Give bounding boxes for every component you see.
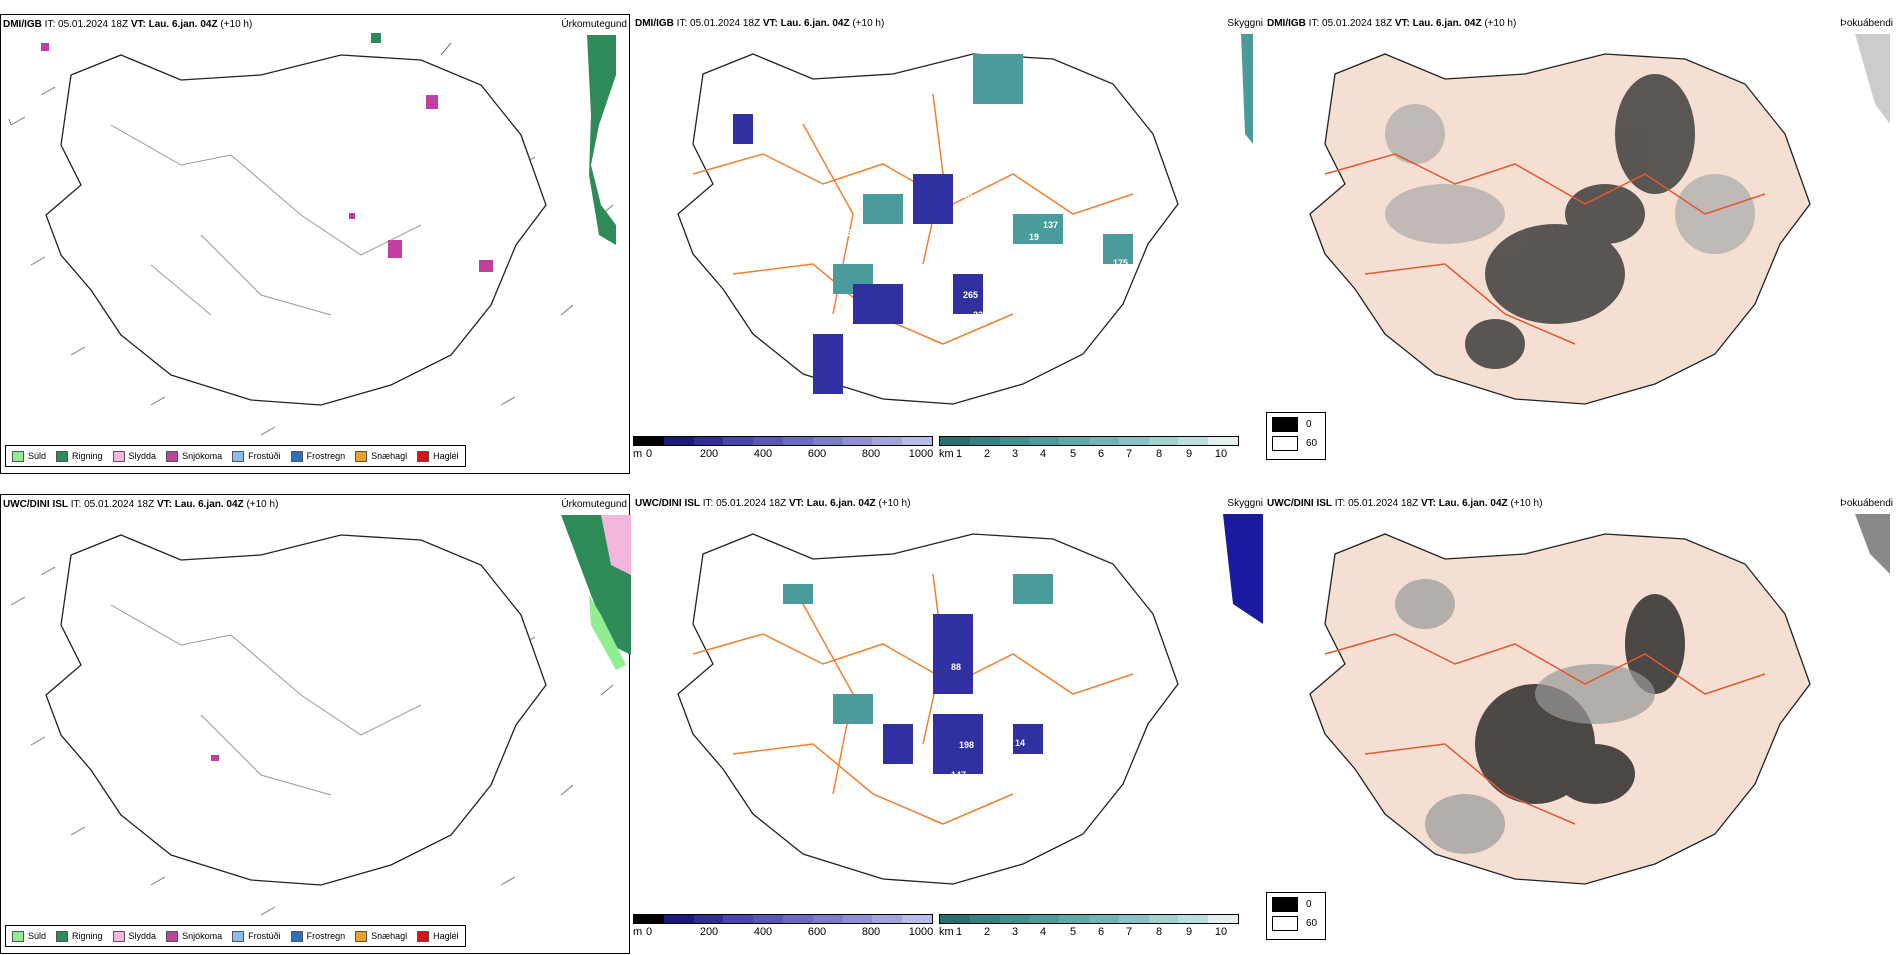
cloud-label: 224 — [978, 198, 994, 208]
legend-swatch — [112, 930, 125, 942]
legend-swatch — [290, 450, 303, 462]
cloud-value-labels: 29 16 30 12 150 224 229 137 19 149 18 17… — [633, 14, 1263, 434]
ceiling-colorbar: m 0 200 400 600 800 1000 — [633, 436, 933, 466]
cloud-label: 32 — [847, 228, 858, 238]
cloud-label: 12 — [943, 146, 954, 156]
iceland-outline — [45, 54, 547, 406]
legend-swatch — [232, 450, 245, 462]
cloud-label: 226 — [973, 310, 989, 320]
precip-type-legend: Súld Rigning Slydda Snjókoma Frostúði Fr… — [5, 445, 466, 467]
cloud-label: 14 — [1015, 738, 1026, 748]
legend-swatch — [166, 930, 179, 942]
cloud-label: 18 — [1055, 258, 1066, 268]
fog-legend-row1: 0 60 — [1266, 412, 1326, 460]
fog-swatch-low — [1272, 417, 1298, 432]
fog-swatch-high — [1272, 436, 1298, 451]
visibility-colorbar: km 1 2 3 4 5 6 7 8 9 10 — [939, 914, 1239, 944]
cloud-label: 147 — [951, 770, 967, 780]
fog-swatch-low — [1272, 897, 1298, 912]
legend-swatch — [112, 450, 125, 462]
iceland-cloud-map — [677, 514, 1263, 885]
panel-param-label: Úrkomutegund — [561, 19, 627, 30]
precip-panel-row2: UWC/DINI ISL IT: 05.01.2024 18Z VT: Lau.… — [0, 494, 631, 954]
cloud-label: 19 — [1029, 232, 1040, 242]
panel-title: DMI/IGB IT: 05.01.2024 18Z VT: Lau. 6.ja… — [3, 19, 253, 30]
cloud-label: 291 — [1001, 296, 1017, 306]
cloud-label: 99 — [965, 798, 976, 808]
legend-swatch — [232, 930, 245, 942]
cloud-label: 264 — [1093, 278, 1109, 288]
cloud-label: 265 — [963, 290, 979, 300]
iceland-fog-map — [1309, 514, 1890, 885]
cloud-panel-row1: DMI/IGB IT: 05.01.2024 18Z VT: Lau. 6.ja… — [633, 14, 1263, 474]
cloud-label: 149 — [1021, 254, 1037, 264]
legend-swatch — [355, 450, 368, 462]
cloud-label: 137 — [1043, 220, 1059, 230]
cloud-label: 229 — [979, 222, 995, 232]
cloud-label: 96 — [865, 338, 876, 348]
fog-panel-row1: DMI/IGB IT: 05.01.2024 18Z VT: Lau. 6.ja… — [1265, 14, 1895, 474]
legend-swatch — [12, 930, 24, 942]
cloud-label: 105 — [951, 340, 967, 350]
visibility-colorbar: km 1 2 3 4 5 6 7 8 9 10 — [939, 436, 1239, 466]
panel-param-label: Úrkomutegund — [561, 499, 627, 510]
cloud-label: 87 — [873, 270, 884, 280]
legend-swatch — [417, 450, 430, 462]
panel-title: DMI/IGB IT: 05.01.2024 18Z VT: Lau. 6.ja… — [1267, 18, 1517, 29]
panel-param-label: Skyggni — [1227, 498, 1263, 509]
cloud-label: 30 — [1115, 124, 1126, 134]
precip-type-legend: Súld Rigning Slydda Snjókoma Frostúði Fr… — [5, 925, 466, 947]
panel-param-label: Skyggni — [1227, 18, 1263, 29]
panel-title: UWC/DINI ISL IT: 05.01.2024 18Z VT: Lau.… — [3, 499, 279, 510]
cloud-panel-row2: UWC/DINI ISL IT: 05.01.2024 18Z VT: Lau.… — [633, 494, 1263, 954]
cloud-label: 176 — [929, 348, 945, 358]
ceiling-colorbar: m 0 200 400 600 800 1000 — [633, 914, 933, 944]
cloud-label: 33 — [933, 378, 944, 388]
cloud-label: 175 — [1113, 258, 1129, 268]
cloud-label: 150 — [957, 190, 973, 200]
cloud-label: 121 — [937, 328, 953, 338]
legend-swatch — [417, 930, 430, 942]
legend-swatch — [290, 930, 303, 942]
cloud-value-labels: 88 198 147 14 99 16 32 — [633, 494, 1263, 914]
iceland-precip-map — [10, 515, 631, 916]
legend-swatch — [56, 450, 69, 462]
precip-panel-row1: DMI/IGB IT: 05.01.2024 18Z VT: Lau. 6.ja… — [0, 14, 630, 474]
panel-param-label: Þokuábendi — [1840, 498, 1893, 509]
panel-title: DMI/IGB IT: 05.01.2024 18Z VT: Lau. 6.ja… — [635, 18, 885, 29]
legend-swatch — [355, 930, 368, 942]
iceland-cloud-map — [677, 34, 1253, 405]
cloud-label: 16 — [1093, 634, 1104, 644]
iceland-fog-map — [1309, 34, 1890, 405]
cloud-label: 133 — [859, 356, 875, 366]
cloud-label: 29 — [1085, 62, 1096, 72]
cloud-label: 32 — [901, 854, 912, 864]
legend-swatch — [12, 450, 24, 462]
legend-swatch — [56, 930, 69, 942]
cloud-label: 91 — [857, 380, 868, 390]
fog-swatch-high — [1272, 916, 1298, 931]
fog-panel-row2: UWC/DINI ISL IT: 05.01.2024 18Z VT: Lau.… — [1265, 494, 1895, 954]
cloud-label: 88 — [951, 662, 962, 672]
panel-title: UWC/DINI ISL IT: 05.01.2024 18Z VT: Lau.… — [635, 498, 911, 509]
cloud-label: 198 — [959, 740, 975, 750]
panel-param-label: Þokuábendi — [1840, 18, 1893, 29]
fog-legend-row2: 0 60 — [1266, 892, 1326, 940]
cloud-label: 16 — [1061, 82, 1072, 92]
legend-swatch — [166, 450, 179, 462]
panel-title: UWC/DINI ISL IT: 05.01.2024 18Z VT: Lau.… — [1267, 498, 1543, 509]
iceland-precip-map — [8, 33, 616, 436]
